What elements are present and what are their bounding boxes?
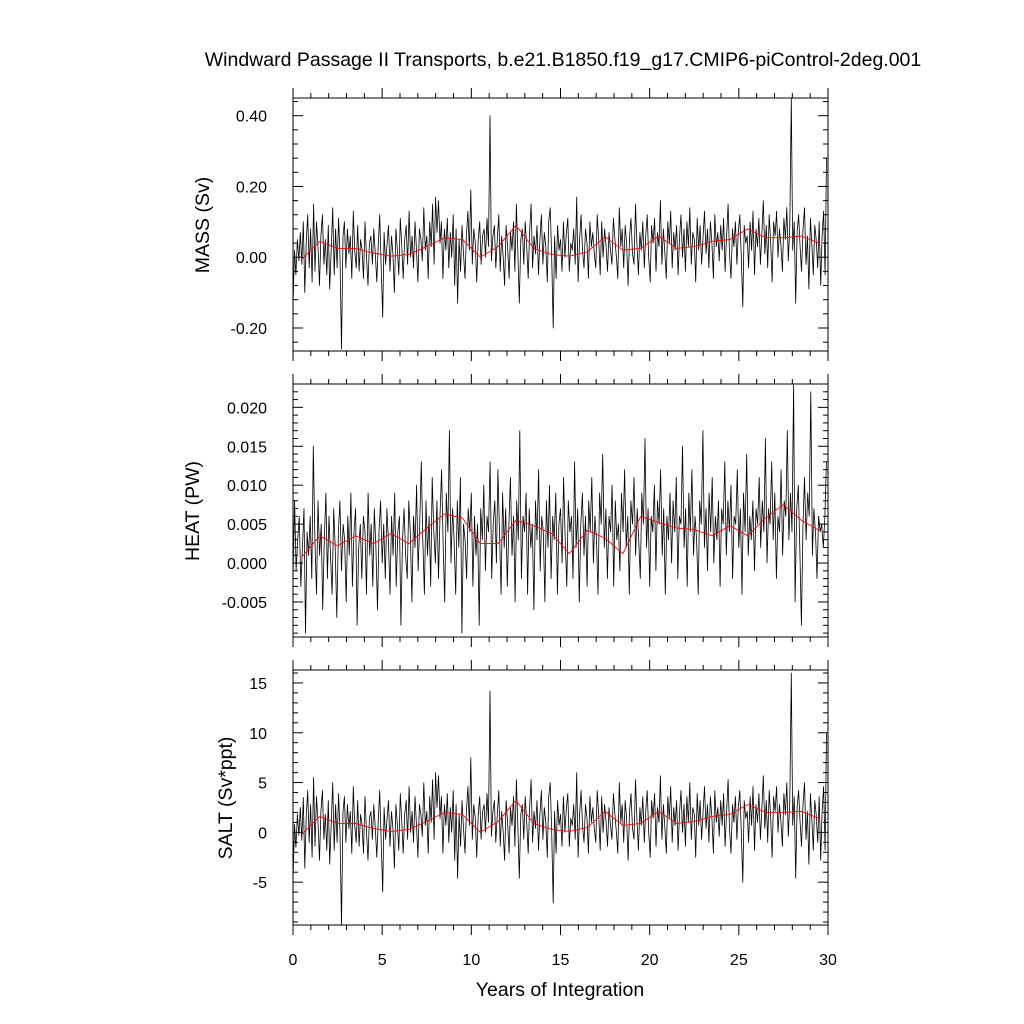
y-tick-label: 0.000: [227, 556, 267, 573]
y-axis-label: MASS (Sv): [192, 177, 214, 273]
y-tick-label: 0.010: [227, 478, 267, 495]
plot-frame: [292, 669, 829, 926]
y-tick-label: 0.015: [227, 439, 267, 456]
x-tick-label: 0: [289, 952, 298, 969]
y-tick-label: 0.00: [236, 250, 267, 267]
x-tick-label: 15: [552, 952, 570, 969]
x-tick-label: 5: [378, 952, 387, 969]
x-tick-label: 10: [462, 952, 480, 969]
x-axis-label: Years of Integration: [476, 979, 644, 1001]
y-tick-label: 0: [258, 825, 267, 842]
y-tick-label: 0.40: [236, 109, 267, 126]
y-axis-label: HEAT (PW): [182, 461, 204, 561]
y-tick-label: 5: [258, 776, 267, 793]
y-tick-label: 15: [249, 676, 267, 693]
y-tick-label: 10: [249, 726, 267, 743]
annual-mean-line: [301, 224, 820, 260]
y-tick-label: 0.020: [227, 400, 267, 417]
x-tick-label: 25: [730, 952, 748, 969]
monthly-series-line: [292, 383, 827, 634]
x-tick-label: 20: [641, 952, 659, 969]
monthly-series-line: [292, 672, 827, 926]
y-tick-label: -0.20: [231, 321, 268, 338]
chart-title: Windward Passage II Transports, b.e21.B1…: [205, 49, 922, 71]
plot-frame: [292, 97, 829, 352]
y-axis-label: SALT (Sv*ppt): [215, 737, 237, 860]
y-tick-label: -5: [253, 875, 267, 892]
panel-mass: 0.40 0.20 0.00 -0.20 MASS (Sv): [192, 88, 829, 361]
annual-mean-line: [301, 800, 820, 835]
panel-heat: 0.020 0.015 0.010 0.005 0.000 -0.005 HEAT (PW…: [182, 374, 829, 647]
annual-mean-line: [301, 504, 820, 558]
monthly-series-line: [292, 97, 827, 350]
y-tick-label: 0.005: [227, 517, 267, 534]
panel-salt: 15 10 5 0 -5 0 5 10 15 20 25 30 SALT (Sv*ppt) Year…: [215, 660, 837, 1001]
y-tick-label: -0.005: [222, 595, 267, 612]
y-tick-label: 0.20: [236, 179, 267, 196]
x-tick-label: 30: [819, 952, 837, 969]
plot-frame: [292, 383, 829, 638]
